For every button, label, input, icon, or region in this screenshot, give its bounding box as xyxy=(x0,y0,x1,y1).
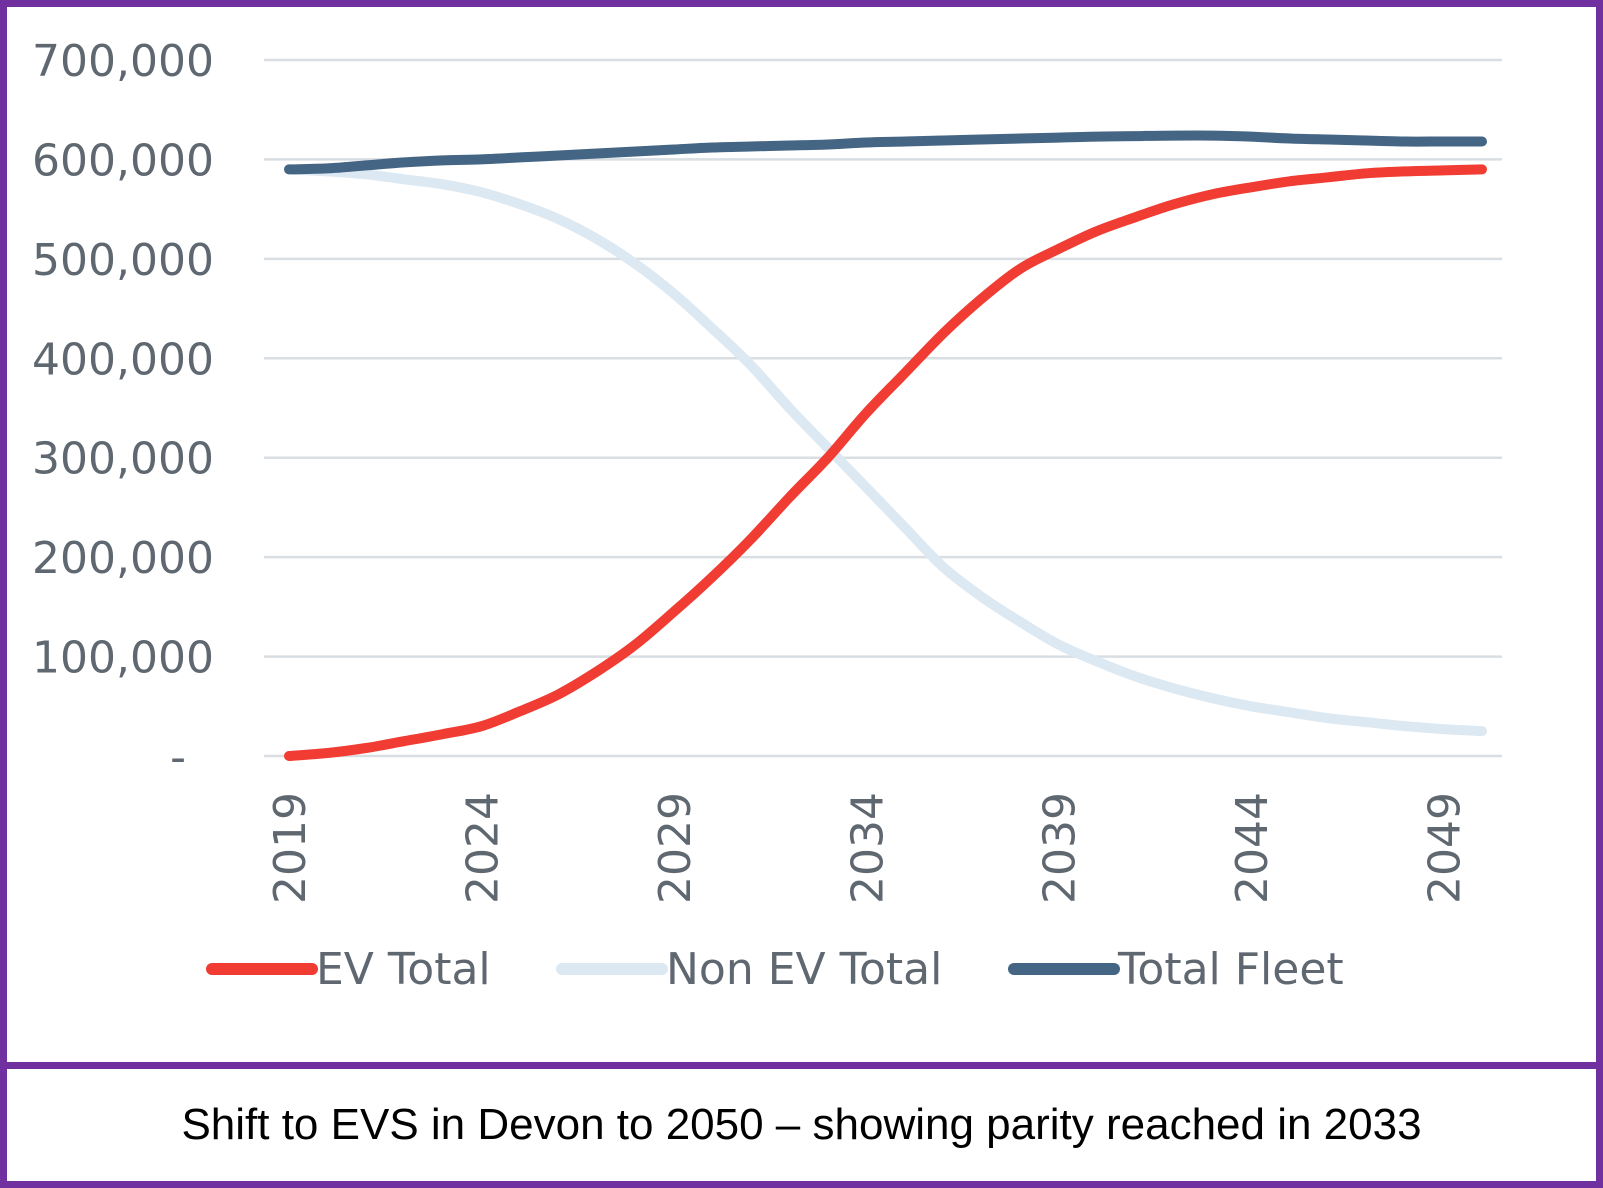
y-tick-label: - xyxy=(170,732,186,783)
x-tick-label: 2039 xyxy=(1035,792,1086,904)
chart-caption: Shift to EVS in Devon to 2050 – showing … xyxy=(181,1100,1422,1149)
y-tick-label: 500,000 xyxy=(32,235,214,286)
legend-label-total-fleet: Total Fleet xyxy=(1117,944,1344,995)
y-tick-label: 400,000 xyxy=(32,334,214,385)
x-tick-label: 2049 xyxy=(1420,792,1471,904)
x-tick-label: 2034 xyxy=(842,792,893,904)
y-tick-label: 700,000 xyxy=(32,36,214,87)
series-line-ev-total xyxy=(284,164,1487,761)
series-line-non-ev-total xyxy=(284,164,1487,737)
x-tick-label: 2029 xyxy=(650,792,701,904)
chart-frame: - 100,000 200,000 300,000 400,000 500,000 600,… xyxy=(0,0,1603,1070)
series-line-total-fleet xyxy=(284,130,1487,175)
line-chart: - 100,000 200,000 300,000 400,000 500,000 600,… xyxy=(32,36,1502,995)
y-tick-label: 100,000 xyxy=(32,633,214,684)
x-tick-label: 2044 xyxy=(1227,792,1278,904)
legend-label-non-ev-total: Non EV Total xyxy=(666,944,942,995)
legend-label-ev-total: EV Total xyxy=(316,944,491,995)
y-tick-label: 300,000 xyxy=(32,434,214,485)
x-tick-label: 2024 xyxy=(457,792,508,904)
caption-box: Shift to EVS in Devon to 2050 – showing … xyxy=(0,1062,1603,1188)
y-tick-label: 600,000 xyxy=(32,135,214,186)
x-tick-label: 2019 xyxy=(265,792,316,904)
y-tick-label: 200,000 xyxy=(32,533,214,584)
